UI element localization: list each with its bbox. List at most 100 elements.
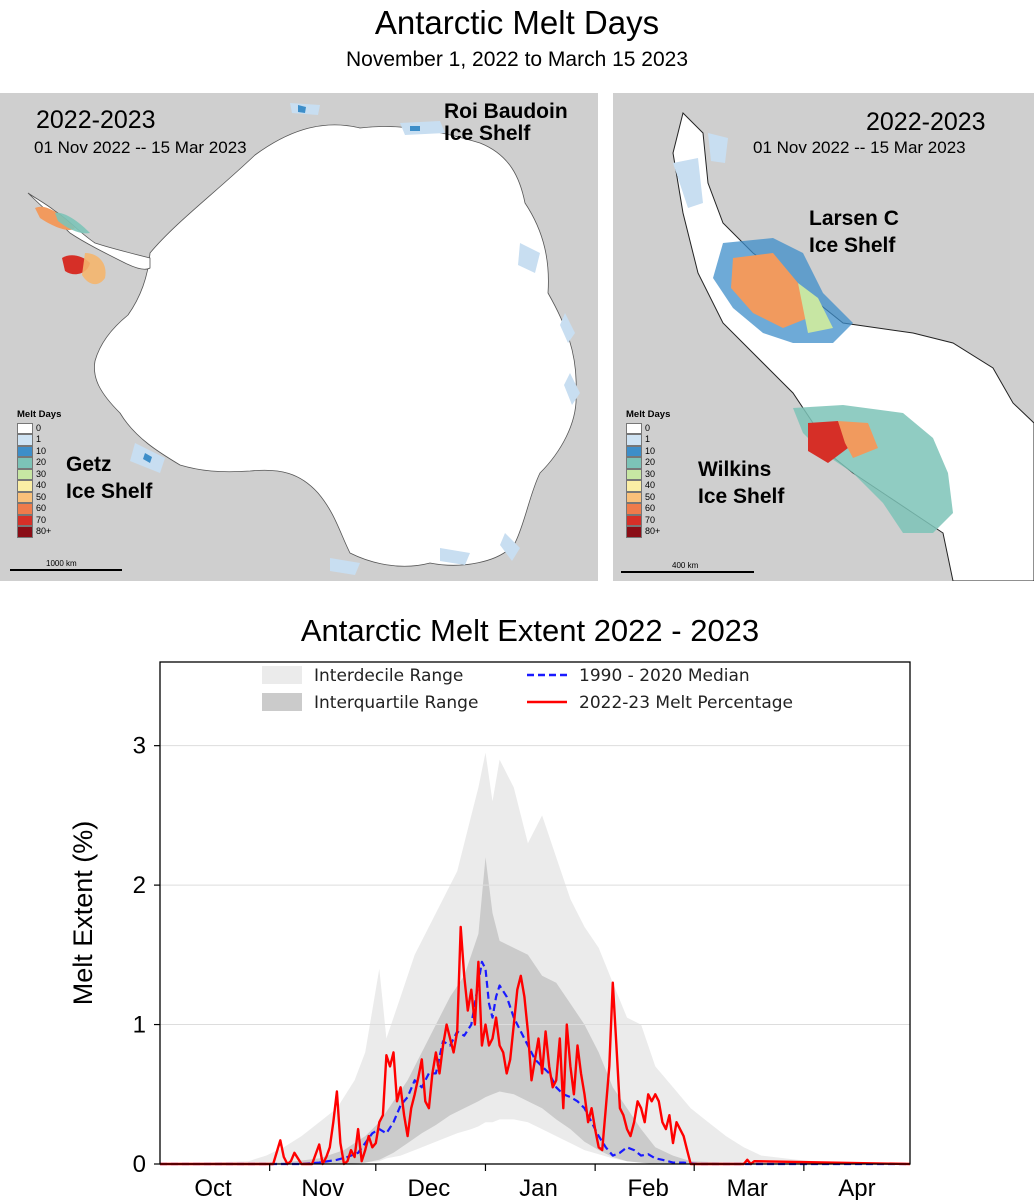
legend-swatch bbox=[262, 693, 302, 711]
legend-title: Melt Days bbox=[17, 409, 62, 420]
legend-swatch bbox=[626, 434, 642, 446]
legend-item: 30 bbox=[17, 468, 61, 480]
figure-subtitle: November 1, 2022 to March 15 2023 bbox=[345, 48, 689, 71]
wilkins-melt-ring bbox=[82, 253, 106, 285]
antarctica-map-graphic bbox=[27, 103, 580, 575]
legend-label: 0 bbox=[645, 422, 651, 433]
legend-swatch bbox=[626, 445, 642, 457]
legend-item: 0 bbox=[626, 422, 670, 434]
wilkins-label: Wilkins Ice Shelf bbox=[698, 458, 785, 509]
left-melt-legend: Melt Days 0 1 10 20 30 40 50 60 70 80+ bbox=[17, 409, 61, 538]
legend-swatch bbox=[17, 503, 33, 515]
legend-swatch bbox=[17, 457, 33, 469]
legend-item: 40 bbox=[626, 480, 670, 492]
legend-swatch bbox=[626, 514, 642, 526]
coast-melt bbox=[673, 133, 728, 208]
antarctica-landmass bbox=[93, 124, 577, 567]
legend-label: Interquartile Range bbox=[314, 693, 478, 713]
legend-label: 1 bbox=[645, 434, 651, 444]
peninsula-landmass bbox=[672, 112, 1034, 581]
legend-label: Interdecile Range bbox=[314, 666, 463, 686]
figure-title: Antarctic Melt Days bbox=[374, 4, 660, 41]
legend-item: 70 bbox=[17, 514, 61, 526]
x-tick-label: Apr bbox=[838, 1175, 875, 1200]
legend-item: 60 bbox=[626, 503, 670, 515]
y-tick-label: 2 bbox=[133, 872, 146, 899]
x-tick-label: Feb bbox=[628, 1175, 669, 1200]
x-tick-label: Jan bbox=[519, 1175, 558, 1200]
legend-swatch bbox=[17, 445, 33, 457]
peninsula-melt-green bbox=[55, 212, 90, 234]
legend-label: 40 bbox=[36, 480, 47, 490]
legend-label: 20 bbox=[645, 457, 656, 467]
legend-label: 50 bbox=[645, 491, 656, 502]
chart-legend-item: Interdecile Range bbox=[262, 666, 463, 686]
band-interdecile-range bbox=[160, 752, 910, 1164]
antarctic-peninsula bbox=[27, 192, 151, 270]
right-scale-bar bbox=[621, 571, 754, 573]
x-tick-label: Nov bbox=[301, 1175, 344, 1200]
melt-extent-chart: 0 1 2 3 Oct Nov Dec Jan Feb Mar Apr Melt Extent (%)… bbox=[68, 661, 911, 1200]
legend-label: 50 bbox=[36, 491, 47, 502]
legend-label: 20 bbox=[36, 457, 47, 467]
legend-item: 1 bbox=[626, 434, 670, 446]
legend-label: 70 bbox=[645, 514, 656, 525]
legend-item: 50 bbox=[626, 491, 670, 503]
legend-label: 80+ bbox=[36, 526, 52, 536]
legend-item: 0 bbox=[17, 422, 61, 434]
legend-label: 10 bbox=[36, 445, 47, 456]
peninsula-melt-map: 2022-2023 01 Nov 2022 -- 15 Mar 2023 Lar… bbox=[613, 93, 1034, 581]
wilkins-melt-warm bbox=[838, 421, 878, 458]
legend-item: 50 bbox=[17, 491, 61, 503]
y-axis-label: Melt Extent (%) bbox=[68, 821, 98, 1006]
line-1990-2020-median bbox=[160, 960, 910, 1166]
legend-swatch bbox=[626, 422, 642, 434]
band-interquartile-range bbox=[160, 857, 910, 1164]
chart-legend-item: 1990 - 2020 Median bbox=[527, 666, 750, 686]
chart-legend-item: Interquartile Range bbox=[262, 693, 478, 713]
legend-item: 20 bbox=[626, 457, 670, 469]
legend-swatch bbox=[17, 468, 33, 480]
legend-title: Melt Days bbox=[626, 409, 671, 420]
right-map-season-label: 2022-2023 bbox=[866, 108, 986, 136]
x-tick-label: Oct bbox=[194, 1175, 232, 1200]
legend-swatch bbox=[626, 457, 642, 469]
legend-label: 80+ bbox=[645, 526, 661, 536]
y-tick-label: 1 bbox=[133, 1012, 146, 1039]
plot-frame bbox=[159, 661, 911, 1165]
legend-swatch bbox=[626, 491, 642, 503]
antarctica-melt-map: 2022-2023 01 Nov 2022 -- 15 Mar 2023 Roi… bbox=[0, 93, 598, 581]
chart-title: Antarctic Melt Extent 2022 - 2023 bbox=[300, 613, 760, 648]
legend-swatch bbox=[17, 491, 33, 503]
roi-baudoin-label: Roi Baudoin Ice Shelf bbox=[444, 100, 568, 146]
legend-label: 10 bbox=[645, 445, 656, 456]
legend-label: 40 bbox=[645, 480, 656, 490]
left-map-season-label: 2022-2023 bbox=[36, 106, 156, 134]
right-melt-legend: Melt Days 0 1 10 20 30 40 50 60 70 80+ bbox=[626, 409, 670, 538]
legend-swatch bbox=[17, 422, 33, 434]
legend-item: 10 bbox=[626, 445, 670, 457]
legend-swatch bbox=[17, 480, 33, 492]
y-tick-label: 3 bbox=[133, 733, 146, 760]
legend-label: 60 bbox=[36, 503, 47, 513]
right-map-date-range: 01 Nov 2022 -- 15 Mar 2023 bbox=[753, 138, 966, 157]
left-map-date-range: 01 Nov 2022 -- 15 Mar 2023 bbox=[34, 138, 247, 157]
legend-item: 10 bbox=[17, 445, 61, 457]
legend-swatch bbox=[626, 468, 642, 480]
larsen-c-melt-core bbox=[731, 253, 808, 328]
legend-item: 80+ bbox=[626, 526, 670, 538]
larsen-c-melt-mid bbox=[798, 283, 833, 333]
legend-item: 60 bbox=[17, 503, 61, 515]
legend-swatch bbox=[17, 514, 33, 526]
x-tick-label: Mar bbox=[727, 1175, 768, 1200]
legend-item: 70 bbox=[626, 514, 670, 526]
legend-label: 30 bbox=[36, 468, 47, 479]
legend-label: 1990 - 2020 Median bbox=[579, 666, 750, 686]
legend-swatch bbox=[626, 503, 642, 515]
legend-item: 40 bbox=[17, 480, 61, 492]
getz-label: Getz Ice Shelf bbox=[66, 453, 153, 504]
legend-label: 60 bbox=[645, 503, 656, 513]
legend-swatch bbox=[262, 666, 302, 684]
legend-label: 0 bbox=[36, 422, 42, 433]
legend-swatch bbox=[626, 526, 642, 538]
